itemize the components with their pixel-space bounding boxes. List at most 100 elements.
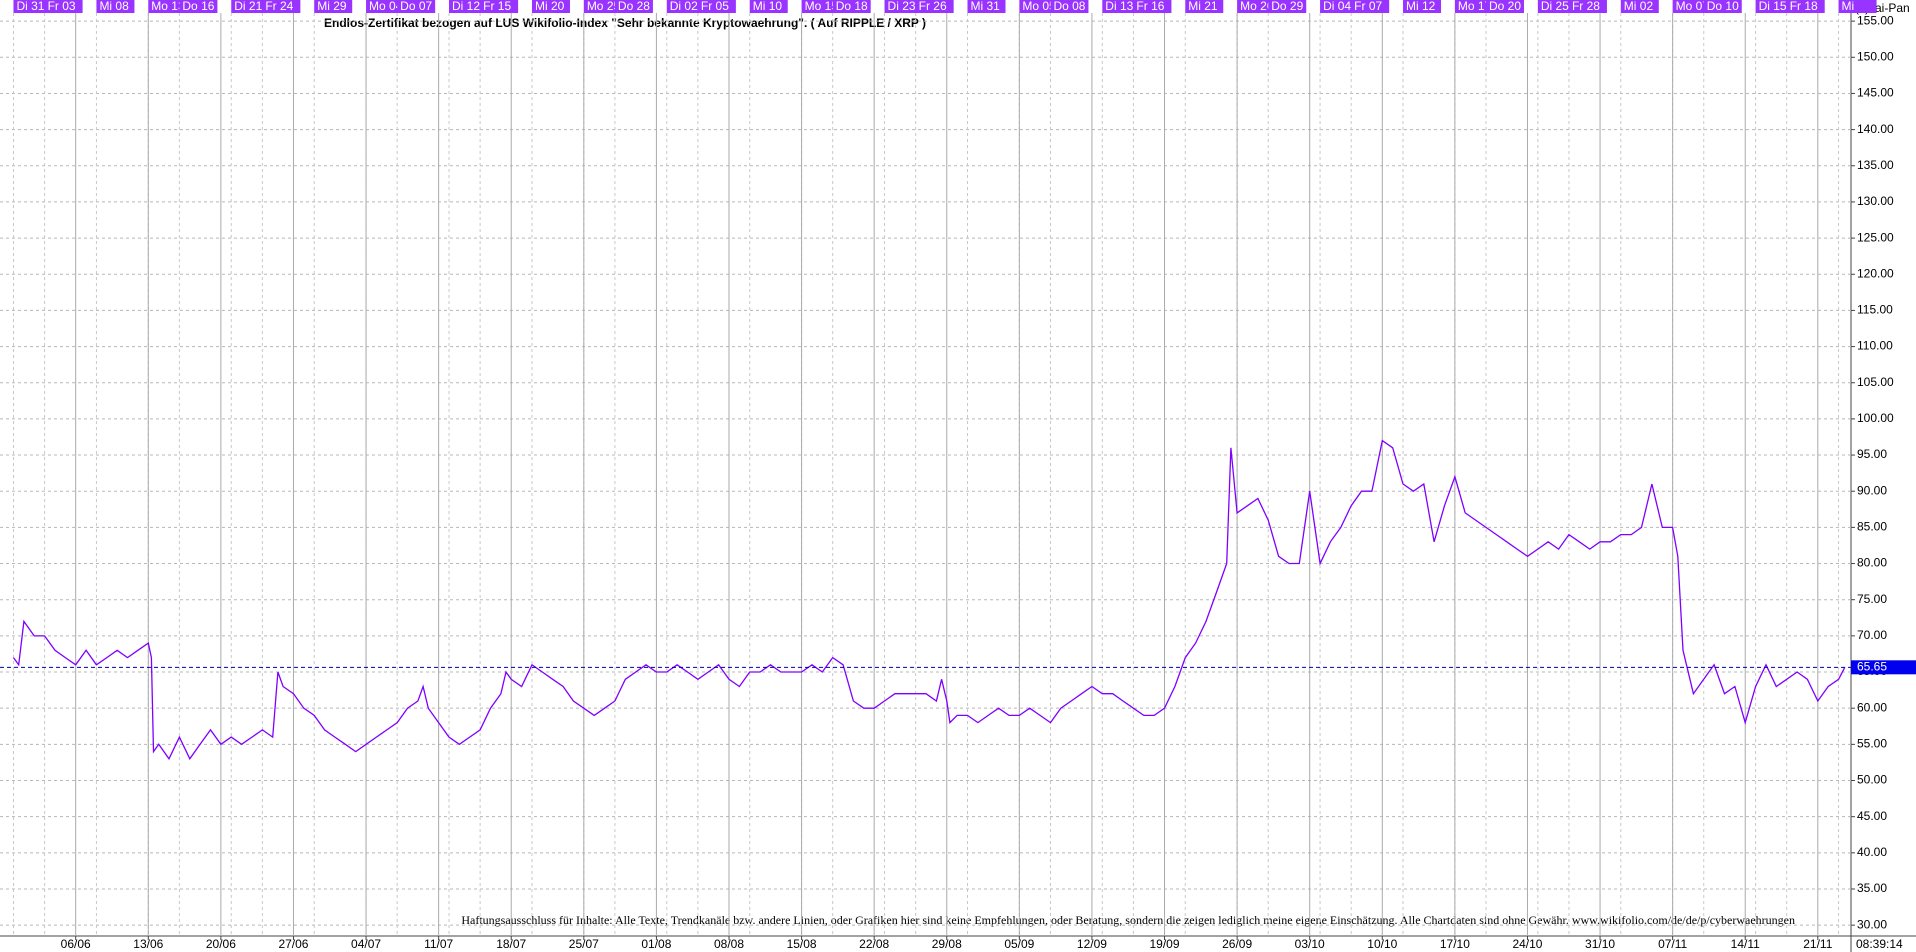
- top-date-label: Mi 08: [99, 0, 129, 13]
- y-tick-label: 95.00: [1857, 447, 1887, 461]
- y-tick-label: 145.00: [1857, 86, 1894, 100]
- x-tick-label: 21/11: [1803, 937, 1832, 951]
- y-tick-label: 75.00: [1857, 592, 1887, 606]
- x-tick-label: 08/08: [714, 937, 744, 951]
- chart-title: Endlos-Zertifikat bezogen auf LUS Wikifo…: [324, 16, 926, 30]
- top-date-box: [148, 0, 187, 13]
- top-date-label: Di 21: [234, 0, 262, 13]
- y-tick-label: 90.00: [1857, 483, 1887, 497]
- top-date-box: [480, 0, 519, 13]
- x-tick-label: 24/10: [1512, 937, 1542, 951]
- top-date-label: Di 02: [670, 0, 698, 13]
- top-date-label: Fr 24: [265, 0, 293, 13]
- top-date-box: [1268, 0, 1307, 13]
- top-date-box: [1454, 0, 1493, 13]
- top-date-box: [749, 0, 788, 13]
- top-date-box: [832, 0, 871, 13]
- price-line: [12, 439, 1846, 761]
- y-tick-label: 130.00: [1857, 194, 1894, 208]
- top-date-label: Mo 15: [805, 0, 839, 13]
- top-date-label: Mi 02: [1624, 0, 1654, 13]
- top-date-box: [397, 0, 436, 13]
- top-date-label: Di 12: [452, 0, 480, 13]
- top-date-box: [44, 0, 83, 13]
- y-tick-label: 70.00: [1857, 628, 1887, 642]
- top-date-box: [666, 0, 705, 13]
- top-date-label: Do 07: [400, 0, 432, 13]
- x-tick-label: 15/08: [787, 937, 817, 951]
- top-date-label: Di 13: [1105, 0, 1133, 13]
- top-date-label: Mo 04: [369, 0, 403, 13]
- x-tick-label: 17/10: [1440, 937, 1470, 951]
- top-date-label: Mo 25: [587, 0, 621, 13]
- top-date-box: [1755, 0, 1794, 13]
- y-tick-label: 125.00: [1857, 230, 1894, 244]
- x-tick-label: 01/08: [641, 937, 671, 951]
- top-date-box: [1672, 0, 1711, 13]
- x-tick-label: 13/06: [133, 937, 163, 951]
- top-date-label: Di 04: [1323, 0, 1351, 13]
- top-date-label: Do 29: [1271, 0, 1303, 13]
- top-date-box: [314, 0, 353, 13]
- top-date-label: Fr 28: [1572, 0, 1600, 13]
- x-tick-label: 31/10: [1585, 937, 1615, 951]
- top-date-label: Do 16: [182, 0, 214, 13]
- y-tick-label: 115.00: [1857, 303, 1893, 317]
- top-date-label: Do 28: [618, 0, 650, 13]
- y-tick-label: 135.00: [1857, 158, 1894, 172]
- x-tick-label: 06/06: [61, 937, 91, 951]
- x-tick-label: 03/10: [1295, 937, 1325, 951]
- top-date-box: [1537, 0, 1576, 13]
- top-date-label: Mo 07: [1676, 0, 1710, 13]
- top-date-box: [801, 0, 840, 13]
- top-date-box: [1703, 0, 1742, 13]
- top-date-label: Di 25: [1541, 0, 1569, 13]
- top-date-label: Fr 07: [1354, 0, 1382, 13]
- x-tick-label: 25/07: [569, 937, 599, 951]
- last-value-label: 65.65: [1857, 659, 1887, 673]
- top-date-box: [915, 0, 954, 13]
- y-tick-label: 60.00: [1857, 700, 1887, 714]
- top-date-label: Do 10: [1707, 0, 1739, 13]
- x-tick-label: 19/09: [1150, 937, 1180, 951]
- top-date-box: [231, 0, 270, 13]
- top-date-label: Mi 29: [317, 0, 347, 13]
- y-tick-label: 85.00: [1857, 520, 1887, 534]
- y-tick-label: 80.00: [1857, 556, 1887, 570]
- x-tick-label: 07/11: [1658, 937, 1687, 951]
- x-tick-label: 20/06: [206, 937, 236, 951]
- x-tick-label: 04/07: [351, 937, 381, 951]
- top-date-box: [1351, 0, 1390, 13]
- top-date-label: Mi 21: [1188, 0, 1218, 13]
- top-date-label: Mi 20: [535, 0, 565, 13]
- top-date-box: [1568, 0, 1607, 13]
- top-date-label: Mi: [1842, 0, 1855, 13]
- top-date-box: [449, 0, 488, 13]
- top-date-box: [884, 0, 923, 13]
- top-date-box: [1786, 0, 1825, 13]
- top-date-box: [366, 0, 405, 13]
- top-date-label: Di 31: [16, 0, 44, 13]
- x-tick-label: 10/10: [1367, 937, 1397, 951]
- x-tick-label: 27/06: [278, 937, 308, 951]
- y-tick-label: 30.00: [1857, 917, 1887, 931]
- top-date-label: Fr 05: [701, 0, 729, 13]
- y-tick-label: 140.00: [1857, 122, 1894, 136]
- top-date-label: Mi 12: [1406, 0, 1436, 13]
- top-date-label: Fr 03: [48, 0, 76, 13]
- top-date-box: [1019, 0, 1058, 13]
- top-date-box: [614, 0, 653, 13]
- y-tick-label: 45.00: [1857, 809, 1887, 823]
- x-tick-label: 22/08: [859, 937, 889, 951]
- top-date-box: [1620, 0, 1659, 13]
- x-tick-label: 12/09: [1077, 937, 1107, 951]
- top-date-box: [1320, 0, 1359, 13]
- disclaimer: Haftungsausschluss für Inhalte: Alle Tex…: [461, 913, 1795, 927]
- y-tick-label: 100.00: [1857, 411, 1894, 425]
- top-date-box: [96, 0, 135, 13]
- y-tick-label: 40.00: [1857, 845, 1887, 859]
- x-tick-label: 11/07: [424, 937, 453, 951]
- top-date-box: [1237, 0, 1276, 13]
